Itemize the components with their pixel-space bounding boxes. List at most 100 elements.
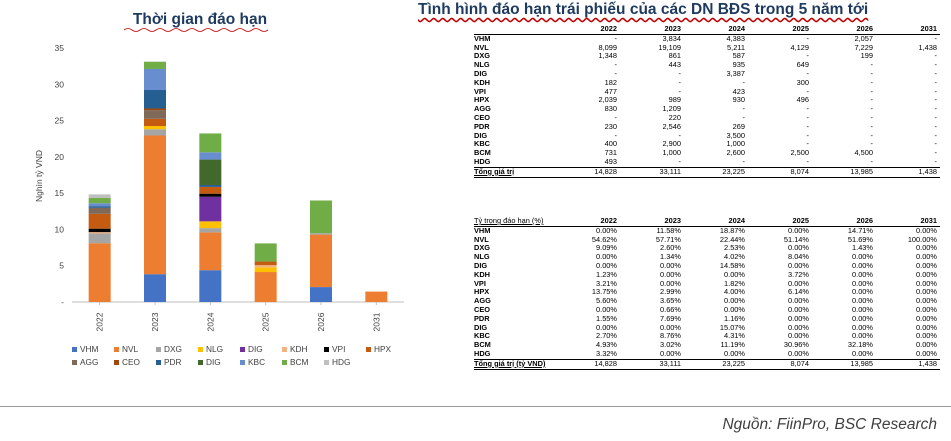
bar-segment-nvl-2026 [310, 234, 332, 288]
table-row: AGG 5.60% 3.65% 0.00% 0.00% 0.00% 0.00% [474, 296, 940, 306]
year-header: 2022 [556, 24, 620, 35]
cell-value: 0.00% [596, 322, 617, 332]
row-name: CEO [474, 112, 491, 122]
cell-value: - [870, 95, 873, 105]
legend-label: VHM [80, 344, 99, 354]
bar-segment-agg-2023 [144, 110, 166, 119]
cell-value: 1.34% [660, 252, 681, 262]
cell-value: 14.71% [847, 225, 873, 235]
bar-segment-vpi-2024 [199, 193, 222, 197]
cell-value: 0.00% [788, 260, 809, 270]
cell-value: 3,500 [726, 130, 746, 140]
table-row: DIG 0.00% 0.00% 14.58% 0.00% 0.00% 0.00% [474, 260, 940, 271]
cell-value: - [934, 60, 937, 70]
y-axis-label: Nghìn tỷ VND [34, 150, 44, 202]
cell-value: 51.14% [783, 234, 809, 244]
table-row: DIG - - 3,387 - - - [474, 68, 940, 79]
cell-value: 0.00% [660, 269, 681, 279]
cell-value: - [870, 86, 873, 96]
bar-segment-nvl-2024 [199, 232, 222, 271]
cell-value: 5,211 [727, 42, 745, 52]
bar-segment-kdh-2025 [254, 265, 277, 268]
legend-label: BCM [290, 357, 309, 367]
cell-value: 0.00% [660, 322, 681, 332]
cell-value: 0.00% [788, 304, 809, 314]
cell-value: 0.00% [852, 252, 873, 262]
year-header: 2022 [556, 216, 620, 227]
row-name: DIG [474, 130, 488, 140]
row-name: VPI [474, 278, 486, 288]
total-value: 8,074 [748, 358, 812, 370]
cell-value: 2.53% [724, 243, 745, 253]
total-value: 14,828 [556, 358, 620, 370]
total-value: 1,438 [876, 166, 940, 178]
cell-value: 2,600 [726, 148, 746, 158]
cell-value: 0.00% [788, 331, 809, 341]
cell-value: - [934, 33, 937, 43]
total-value: 33,111 [620, 358, 684, 370]
bar-segment-pdr-2024 [199, 184, 222, 187]
year-header: 2025 [748, 24, 812, 35]
cell-value: 57.71% [655, 234, 681, 244]
cell-value: 4,383 [726, 33, 746, 43]
row-name: KBC [474, 139, 491, 149]
bar-segment-nvl-2023 [144, 135, 166, 275]
cell-value: 0.00% [788, 243, 809, 253]
row-name: HDG [474, 156, 491, 166]
table-header-row: Tỷ trọng đáo hạn (%) 2022 2023 2024 2025 2026… [474, 216, 940, 227]
cell-value: 0.00% [852, 322, 873, 332]
year-header: 2023 [620, 216, 684, 227]
cell-value: 0.00% [660, 278, 681, 288]
x-tick-label: 2023 [150, 312, 160, 331]
cell-value: - [934, 121, 937, 131]
header-label-cell [474, 25, 556, 35]
bar-segment-kbc-2022 [88, 203, 111, 207]
cell-value: 477 [604, 86, 617, 96]
cell-value: 731 [604, 148, 617, 158]
cell-value: 4.31% [724, 331, 745, 341]
legend-label: NVL [122, 344, 139, 354]
bar-segment-hdg-2022 [88, 194, 111, 198]
x-tick-label: 2026 [316, 312, 326, 331]
cell-value: - [678, 68, 681, 78]
table-row: NLG - 443 935 649 - - [474, 60, 940, 70]
legend-label: DIG [248, 344, 263, 354]
cell-value: 3.21% [596, 278, 617, 288]
cell-value: 0.00% [916, 304, 937, 314]
cell-value: 423 [732, 86, 745, 96]
bar-segment-vhm-2026 [310, 287, 332, 302]
table-row: BCM 731 1,000 2,600 2,500 4,500 - [474, 148, 940, 158]
cell-value: 269 [732, 121, 745, 131]
cell-value: 3.02% [660, 340, 681, 350]
y-tick-label: 5 [59, 261, 64, 271]
legend-swatch-nvl [114, 347, 119, 352]
bar-segment-bcm-2022 [88, 197, 111, 204]
table-title: Tình hình đáo hạn trái phiếu của các DN … [418, 1, 869, 18]
total-label: Tổng giá trị [474, 166, 556, 178]
cell-value: - [806, 156, 809, 166]
title-underline [123, 28, 269, 32]
total-value: 14,828 [556, 166, 620, 178]
bar-segment-ceo-2023 [144, 108, 166, 111]
cell-value: 22.44% [719, 234, 745, 244]
maturity-share-table: Tỷ trọng đáo hạn (%) 2022 2023 2024 2025 2026… [474, 216, 940, 370]
legend-label: DIG [206, 357, 221, 367]
cell-value: 1,348 [598, 51, 618, 61]
cell-value: - [806, 104, 809, 114]
cell-value: 0.00% [916, 243, 937, 253]
legend-swatch-hdg [324, 360, 329, 365]
cell-value: - [934, 95, 937, 105]
cell-value: - [870, 77, 873, 87]
bar-segment-kbc-2024 [199, 152, 222, 160]
cell-value: 1.43% [852, 243, 873, 253]
bar-segment-nlg-2023 [144, 126, 166, 130]
table-row: HDG 493 - - - - - [474, 156, 940, 167]
year-header: 2031 [876, 216, 940, 227]
cell-value: 0.00% [788, 225, 809, 235]
cell-value: - [870, 60, 873, 70]
cell-value: 2,546 [662, 121, 682, 131]
cell-value: 4,500 [854, 148, 874, 158]
cell-value: - [870, 104, 873, 114]
row-name: DIG [474, 322, 488, 332]
